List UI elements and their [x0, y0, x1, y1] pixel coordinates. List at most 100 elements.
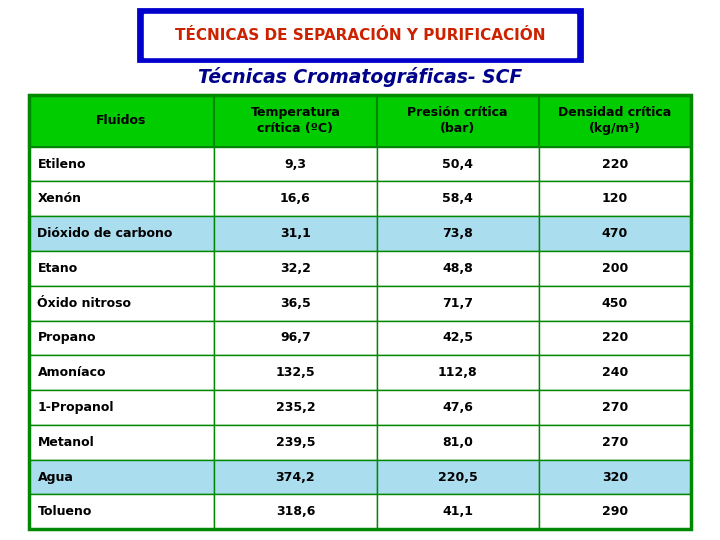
Bar [377, 390, 539, 425]
Bar [377, 460, 539, 495]
Bar [215, 495, 377, 529]
Text: 9,3: 9,3 [284, 158, 307, 171]
Bar [539, 181, 691, 216]
Text: Dióxido de carbono: Dióxido de carbono [37, 227, 173, 240]
Bar [539, 216, 691, 251]
Text: 112,8: 112,8 [438, 366, 477, 379]
Text: Etileno: Etileno [37, 158, 86, 171]
Bar [29, 321, 215, 355]
Bar [539, 425, 691, 460]
Bar [29, 94, 215, 147]
Text: 318,6: 318,6 [276, 505, 315, 518]
Text: Xenón: Xenón [37, 192, 81, 205]
Bar [377, 495, 539, 529]
Bar [377, 147, 539, 181]
Text: Fluidos: Fluidos [96, 114, 147, 127]
Text: Óxido nitroso: Óxido nitroso [37, 296, 132, 309]
Text: Tolueno: Tolueno [37, 505, 92, 518]
Text: 320: 320 [602, 470, 628, 483]
Text: 71,7: 71,7 [442, 296, 473, 309]
Text: Amoníaco: Amoníaco [37, 366, 106, 379]
Bar [215, 94, 377, 147]
Bar [144, 14, 576, 57]
Bar [539, 286, 691, 321]
Text: 36,5: 36,5 [280, 296, 311, 309]
Bar [539, 321, 691, 355]
Bar [29, 355, 215, 390]
Text: 450: 450 [602, 296, 628, 309]
Text: 235,2: 235,2 [276, 401, 315, 414]
Bar [377, 355, 539, 390]
Bar [377, 94, 539, 147]
Text: 270: 270 [602, 401, 628, 414]
Bar [29, 495, 215, 529]
Text: Presión crítica
(bar): Presión crítica (bar) [408, 106, 508, 135]
Text: 42,5: 42,5 [442, 332, 473, 345]
Bar [215, 390, 377, 425]
Text: Densidad crítica
(kg/m³): Densidad crítica (kg/m³) [559, 106, 672, 135]
Text: 470: 470 [602, 227, 628, 240]
Bar [377, 251, 539, 286]
Bar [215, 216, 377, 251]
Text: 220,5: 220,5 [438, 470, 477, 483]
Bar [377, 321, 539, 355]
Bar [29, 216, 215, 251]
Text: Técnicas Cromatográficas- SCF: Técnicas Cromatográficas- SCF [198, 66, 522, 87]
Bar [215, 355, 377, 390]
Bar [29, 425, 215, 460]
Bar [29, 94, 691, 529]
Bar [215, 181, 377, 216]
Bar [539, 94, 691, 147]
Text: Agua: Agua [37, 470, 73, 483]
Bar [29, 181, 215, 216]
Text: 220: 220 [602, 332, 628, 345]
Text: 31,1: 31,1 [280, 227, 311, 240]
Bar [29, 286, 215, 321]
Text: 81,0: 81,0 [442, 436, 473, 449]
Text: 240: 240 [602, 366, 628, 379]
Text: 58,4: 58,4 [442, 192, 473, 205]
Text: 200: 200 [602, 262, 628, 275]
Bar [138, 9, 582, 61]
Bar [29, 390, 215, 425]
Bar [29, 147, 215, 181]
Bar [539, 495, 691, 529]
Bar [539, 251, 691, 286]
Bar [215, 321, 377, 355]
Text: Temperatura
crítica (ºC): Temperatura crítica (ºC) [251, 106, 341, 135]
Text: 270: 270 [602, 436, 628, 449]
Text: 290: 290 [602, 505, 628, 518]
Bar [215, 460, 377, 495]
Bar [215, 147, 377, 181]
Bar [29, 251, 215, 286]
Text: 48,8: 48,8 [442, 262, 473, 275]
Bar [215, 425, 377, 460]
Bar [377, 425, 539, 460]
Text: Propano: Propano [37, 332, 96, 345]
Text: 16,6: 16,6 [280, 192, 311, 205]
Text: 220: 220 [602, 158, 628, 171]
Text: 41,1: 41,1 [442, 505, 473, 518]
Text: Etano: Etano [37, 262, 78, 275]
Text: 32,2: 32,2 [280, 262, 311, 275]
Bar [29, 460, 215, 495]
Text: 120: 120 [602, 192, 628, 205]
Text: Metanol: Metanol [37, 436, 94, 449]
Bar [539, 460, 691, 495]
Text: 132,5: 132,5 [276, 366, 315, 379]
Bar [539, 147, 691, 181]
Text: 374,2: 374,2 [276, 470, 315, 483]
Text: 50,4: 50,4 [442, 158, 473, 171]
Bar [215, 251, 377, 286]
Text: 73,8: 73,8 [442, 227, 473, 240]
Text: 47,6: 47,6 [442, 401, 473, 414]
Text: 239,5: 239,5 [276, 436, 315, 449]
Bar [377, 216, 539, 251]
Text: TÉCNICAS DE SEPARACIÓN Y PURIFICACIÓN: TÉCNICAS DE SEPARACIÓN Y PURIFICACIÓN [175, 28, 545, 43]
Text: 1-Propanol: 1-Propanol [37, 401, 114, 414]
Bar [377, 286, 539, 321]
Bar [377, 181, 539, 216]
Bar [215, 286, 377, 321]
Text: 96,7: 96,7 [280, 332, 311, 345]
Bar [539, 355, 691, 390]
